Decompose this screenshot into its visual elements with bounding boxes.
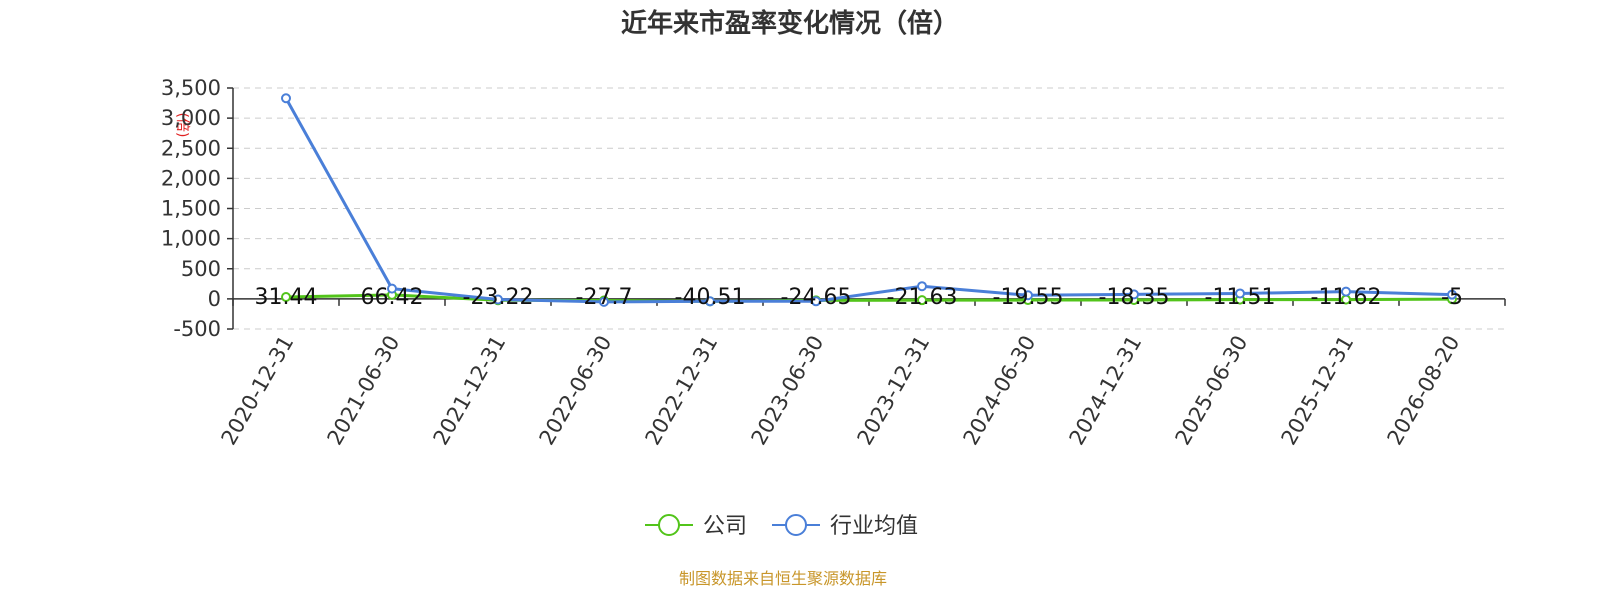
data-point[interactable] — [811, 296, 821, 307]
y-tick-label: 2,000 — [161, 166, 221, 190]
legend[interactable]: 公司 行业均值 — [645, 514, 918, 539]
data-point[interactable] — [1235, 288, 1245, 299]
data-label: -11.51 — [1205, 285, 1276, 310]
legend-marker — [658, 514, 680, 536]
x-tick-label: 2025-12-31 — [1277, 331, 1359, 449]
data-label: -11.62 — [1311, 285, 1382, 310]
data-point[interactable] — [705, 296, 715, 307]
legend-label: 行业均值 — [830, 514, 918, 539]
data-label: -27.7 — [576, 285, 633, 310]
series-line-1 — [284, 97, 1453, 304]
data-source-note: 制图数据来自恒生聚源数据库 — [679, 569, 887, 588]
y-tick-label: -500 — [173, 317, 221, 341]
x-tick-label: 2022-06-30 — [535, 331, 617, 449]
data-point[interactable] — [917, 295, 927, 306]
data-label: -5 — [1441, 285, 1463, 310]
data-point[interactable] — [917, 281, 927, 292]
x-tick-label: 2024-12-31 — [1065, 331, 1147, 449]
x-tick-label: 2022-12-31 — [641, 331, 723, 449]
data-point[interactable] — [1129, 289, 1139, 300]
data-label: -24.65 — [781, 285, 852, 310]
axes: -500 0 500 1,000 1,500 2,000 2,500 3,000 3,500 20… — [161, 76, 1506, 449]
legend-item-0[interactable]: 公司 — [645, 514, 747, 539]
x-tick-label: 2020-12-31 — [217, 331, 299, 449]
x-tick-label: 2021-12-31 — [429, 331, 511, 449]
data-point[interactable] — [281, 93, 291, 104]
x-tick-label: 2023-12-31 — [853, 331, 935, 449]
x-tick-label: 2021-06-30 — [323, 331, 405, 449]
chart-title: 近年来市盈率变化情况（倍） — [621, 8, 959, 39]
x-tick-label: 2023-06-30 — [747, 331, 829, 449]
legend-item-1[interactable]: 行业均值 — [772, 514, 918, 539]
series-line-0 — [285, 293, 1453, 303]
y-tick-label: 3,500 — [161, 76, 221, 100]
x-tick-label: 2025-06-30 — [1171, 331, 1253, 449]
data-point[interactable] — [387, 283, 397, 294]
data-point[interactable] — [493, 294, 503, 305]
y-tick-label: 1,000 — [161, 227, 221, 251]
x-tick-label: 2024-06-30 — [959, 331, 1041, 449]
y-tick-label: 3,000 — [161, 106, 221, 130]
data-point[interactable] — [281, 291, 291, 302]
data-point[interactable] — [1023, 290, 1033, 301]
data-label: -18.35 — [1099, 285, 1170, 310]
legend-label: 公司 — [703, 514, 747, 539]
data-point[interactable] — [599, 296, 609, 307]
y-tick-label: 2,500 — [161, 136, 221, 160]
data-label: 66.42 — [361, 285, 424, 310]
grid-lines — [233, 87, 1505, 330]
data-label: 31.44 — [255, 285, 318, 310]
data-label: -19.55 — [993, 285, 1064, 310]
data-label: -23.22 — [463, 285, 534, 310]
data-labels: 31.44 66.42 -23.22 -27.7 -40.51 -24.65 -21.63 -… — [255, 285, 1463, 310]
y-axis-label: (倍) — [174, 113, 190, 138]
y-tick-label: 500 — [181, 257, 221, 281]
data-label: -40.51 — [675, 285, 746, 310]
data-label: -21.63 — [887, 285, 958, 310]
data-point[interactable] — [1447, 289, 1457, 300]
y-tick-label: 0 — [208, 287, 221, 311]
legend-marker — [785, 514, 807, 536]
y-tick-label: 1,500 — [161, 197, 221, 221]
data-point[interactable] — [1341, 286, 1351, 297]
series-lines — [281, 93, 1457, 307]
x-tick-label: 2026-08-20 — [1383, 331, 1465, 449]
